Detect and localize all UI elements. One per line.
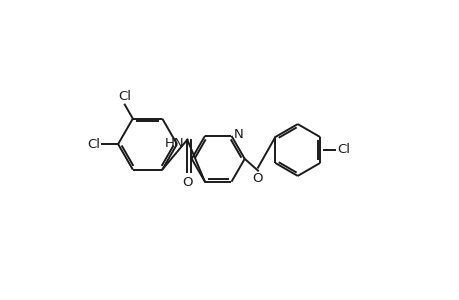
Text: Cl: Cl — [87, 138, 100, 151]
Text: N: N — [233, 128, 243, 141]
Text: Cl: Cl — [336, 143, 349, 157]
Text: Cl: Cl — [118, 90, 131, 103]
Text: O: O — [252, 172, 263, 185]
Text: HN: HN — [165, 137, 184, 150]
Text: O: O — [182, 176, 192, 190]
